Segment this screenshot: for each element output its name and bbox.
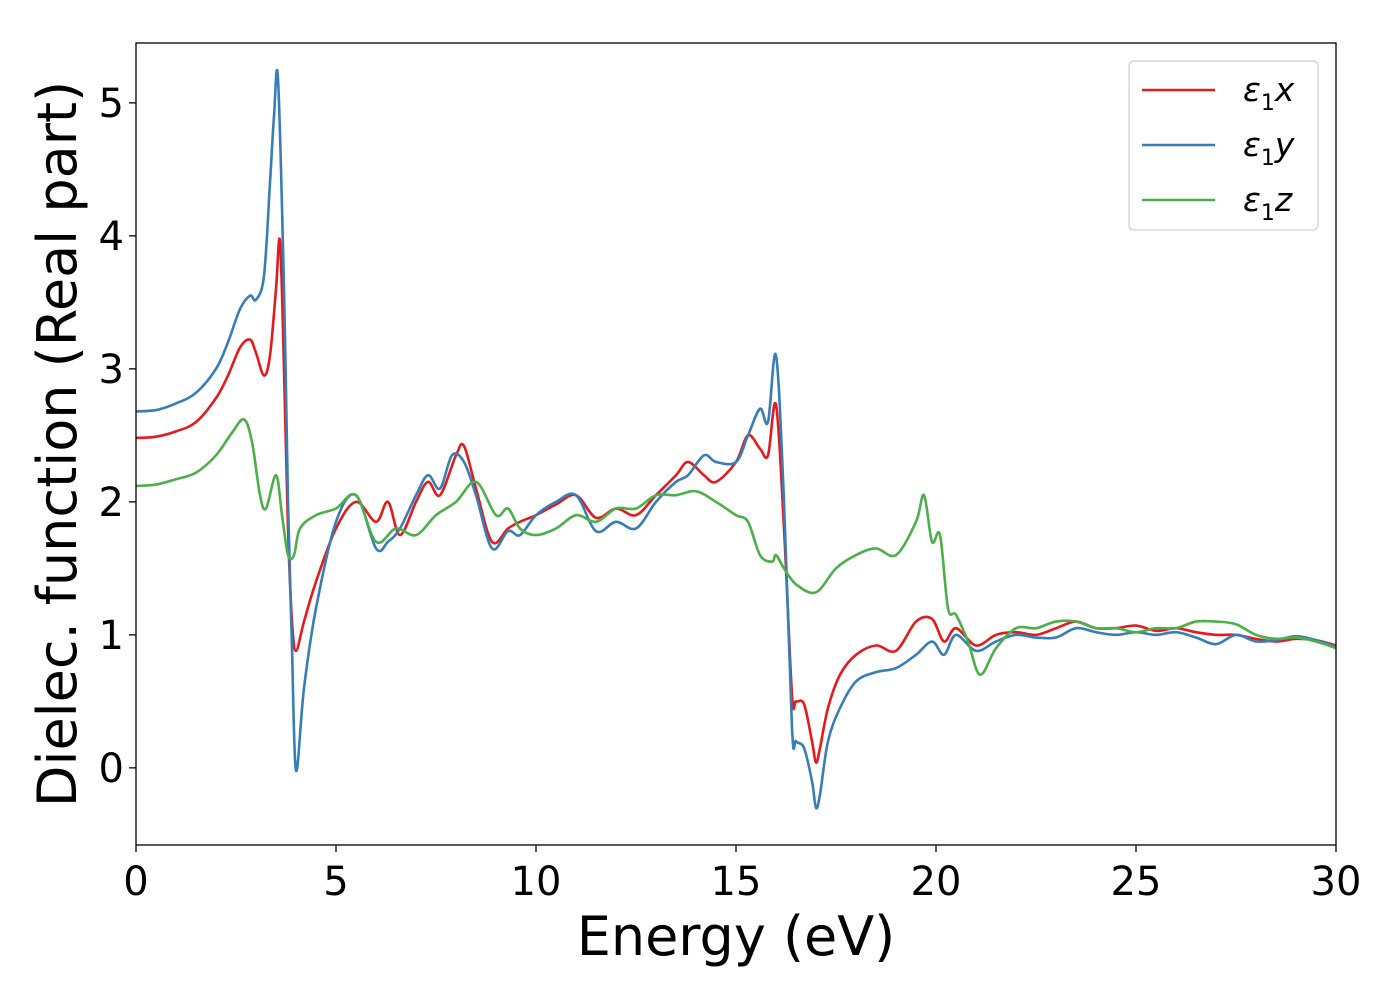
legend-box — [1128, 60, 1319, 231]
y-axis-title: Dielec. function (Real part) — [26, 81, 89, 807]
x-tick-label: 5 — [323, 859, 348, 905]
legend: ε1x ε1y ε1z — [1128, 60, 1319, 231]
x-tick-label: 25 — [1111, 859, 1162, 905]
y-tick-label: 5 — [99, 81, 124, 127]
legend-label-y: ε1y — [1243, 125, 1295, 171]
series-line-y — [136, 68, 1336, 810]
x-tick-label: 15 — [711, 859, 762, 905]
series-line-z — [136, 417, 1336, 677]
x-axis-title: Energy (eV) — [577, 905, 896, 968]
y-tick-label: 3 — [99, 347, 124, 393]
series-layer — [136, 68, 1336, 810]
y-tick-label: 2 — [99, 480, 124, 526]
ticks-layer: 0 5 10 15 20 25 30 0 1 2 3 4 5 — [99, 81, 1362, 905]
legend-label-x: ε1x — [1243, 70, 1295, 116]
y-tick-label: 0 — [99, 746, 124, 792]
x-tick-label: 10 — [511, 859, 562, 905]
x-tick-label: 20 — [911, 859, 962, 905]
legend-label-z: ε1z — [1243, 180, 1293, 226]
y-tick-label: 1 — [99, 613, 124, 659]
y-tick-label: 4 — [99, 214, 124, 260]
x-tick-label: 30 — [1311, 859, 1362, 905]
x-tick-label: 0 — [123, 859, 148, 905]
series-line-x — [136, 237, 1336, 764]
